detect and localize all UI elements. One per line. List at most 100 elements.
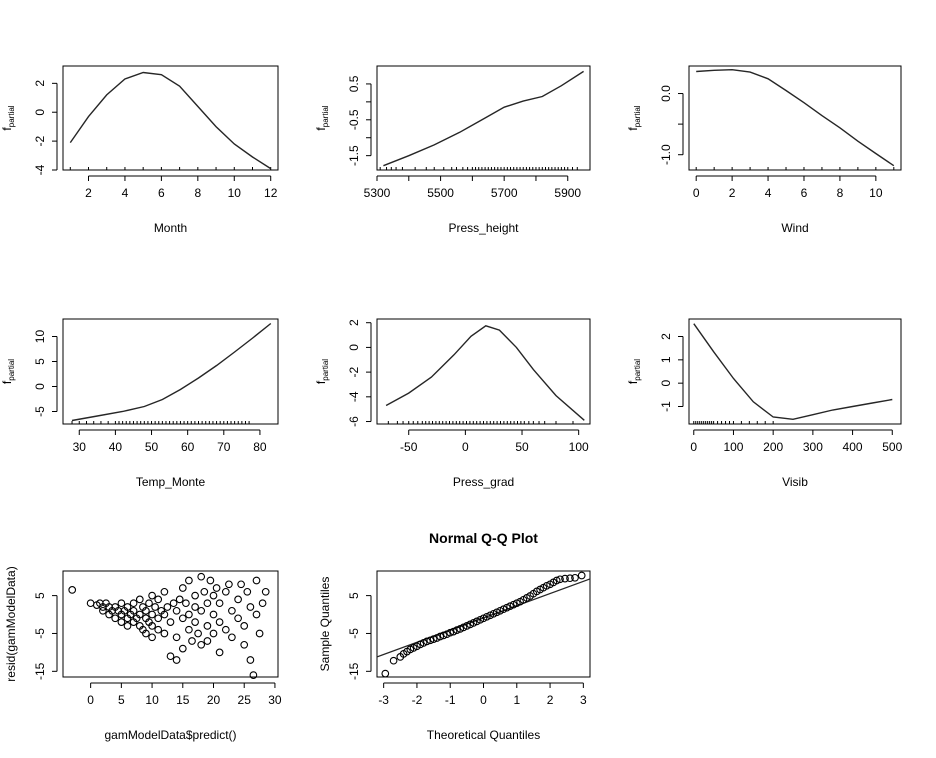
data-point: [203, 637, 212, 645]
data-point: [221, 587, 230, 596]
data-point: [178, 584, 187, 592]
data-point: [142, 606, 150, 615]
data-point: [148, 591, 156, 600]
data-point: [172, 656, 181, 664]
x-tick-label: 200: [763, 440, 783, 454]
y-tick-label: -0.5: [347, 109, 361, 130]
y-axis-label: fpartial: [0, 105, 16, 130]
x-tick-label: 0: [690, 440, 697, 454]
data-point: [117, 599, 126, 608]
x-tick-label: 8: [194, 186, 201, 200]
x-tick-label: 300: [803, 440, 823, 454]
data-point: [129, 599, 138, 608]
y-tick-label: -5: [33, 406, 47, 417]
data-point: [252, 576, 261, 585]
x-tick-label: -2: [412, 693, 423, 707]
y-axis-label-subscript: partial: [633, 105, 642, 127]
x-tick-label: 5500: [427, 186, 454, 200]
data-point: [566, 574, 574, 583]
data-point: [228, 633, 236, 642]
x-tick-label: 30: [73, 440, 87, 454]
x-tick-label: -1: [445, 693, 456, 707]
data-point: [68, 586, 77, 594]
x-tick-label: 10: [145, 693, 159, 707]
x-tick-label: 0: [693, 186, 700, 200]
data-point: [111, 614, 120, 623]
y-axis-label-main: f: [314, 127, 328, 131]
data-point: [577, 571, 586, 580]
data-point: [148, 610, 156, 619]
y-axis-label-subscript: partial: [7, 105, 16, 127]
x-tick-label: 5700: [491, 186, 518, 200]
x-tick-label: 2: [729, 186, 736, 200]
x-tick-label: 30: [268, 693, 282, 707]
data-point: [215, 648, 224, 657]
y-axis-label-main: f: [626, 127, 640, 131]
x-tick-label: 70: [217, 440, 231, 454]
data-point: [166, 618, 175, 626]
y-tick-label: 5: [33, 358, 47, 365]
data-point: [206, 576, 215, 585]
data-point: [234, 614, 242, 623]
x-axis-label: Month: [154, 221, 187, 235]
y-tick-label: -1.5: [347, 145, 361, 166]
data-point: [423, 637, 431, 646]
x-tick-label: 15: [176, 693, 190, 707]
y-tick-label: -4: [347, 391, 361, 402]
plot-box: [376, 318, 591, 425]
y-tick-label: -1.0: [659, 144, 673, 165]
data-point: [255, 629, 264, 638]
x-tick-label: 0: [87, 693, 94, 707]
y-axis-label: fpartial: [0, 359, 16, 384]
data-point: [234, 595, 242, 604]
smooth-curve: [696, 68, 895, 167]
data-point: [381, 669, 390, 678]
y-tick-label: -15: [33, 662, 47, 680]
y-tick-label: -6: [347, 416, 361, 427]
x-tick-label: 50: [515, 440, 529, 454]
data-point: [215, 599, 224, 608]
data-point: [197, 572, 206, 581]
x-axis-label: Wind: [781, 221, 808, 235]
data-point: [571, 573, 579, 582]
x-tick-label: 80: [253, 440, 267, 454]
x-tick-label: 1: [513, 693, 520, 707]
plot-box: [688, 318, 902, 425]
x-tick-label: -50: [400, 440, 418, 454]
y-axis-label: Sample Quantiles: [318, 577, 332, 672]
x-tick-label: 5900: [554, 186, 581, 200]
data-point: [142, 629, 150, 638]
y-axis-label: resid(gamModelData): [4, 566, 18, 681]
data-point: [209, 591, 218, 600]
y-axis-label: fpartial: [626, 359, 642, 384]
data-point: [185, 576, 193, 585]
smooth-curve: [71, 322, 272, 422]
data-point: [426, 636, 435, 645]
data-point: [166, 652, 175, 661]
y-axis-label-subscript: partial: [321, 105, 330, 127]
plot-box: [62, 318, 279, 425]
y-axis-label-subscript: partial: [321, 359, 330, 381]
y-tick-label: 5: [33, 592, 47, 599]
data-point: [172, 606, 181, 615]
data-point: [453, 626, 461, 634]
x-tick-label: 20: [207, 693, 221, 707]
x-axis-label: Press_height: [448, 221, 519, 235]
x-tick-label: 10: [869, 186, 883, 200]
data-point: [249, 671, 258, 679]
y-tick-label: 0: [659, 380, 673, 387]
x-tick-label: 6: [801, 186, 808, 200]
y-tick-label: -4: [33, 164, 47, 175]
panel-residuals: 0 5 10 15 20 25 30 -15 -5 5 gamModelData$predict()…: [4, 566, 282, 742]
data-point: [209, 610, 218, 619]
data-point: [135, 610, 144, 619]
panel-press-grad: -50 0 50 100 -6 -4 -2 0 2 Press_grad fpartial: [314, 318, 591, 489]
data-point: [129, 606, 138, 615]
data-point: [389, 656, 398, 665]
data-point: [228, 606, 236, 615]
data-point: [212, 584, 221, 592]
x-tick-label: 25: [238, 693, 252, 707]
data-point: [178, 644, 187, 653]
data-point: [243, 587, 252, 596]
data-point: [225, 580, 233, 589]
